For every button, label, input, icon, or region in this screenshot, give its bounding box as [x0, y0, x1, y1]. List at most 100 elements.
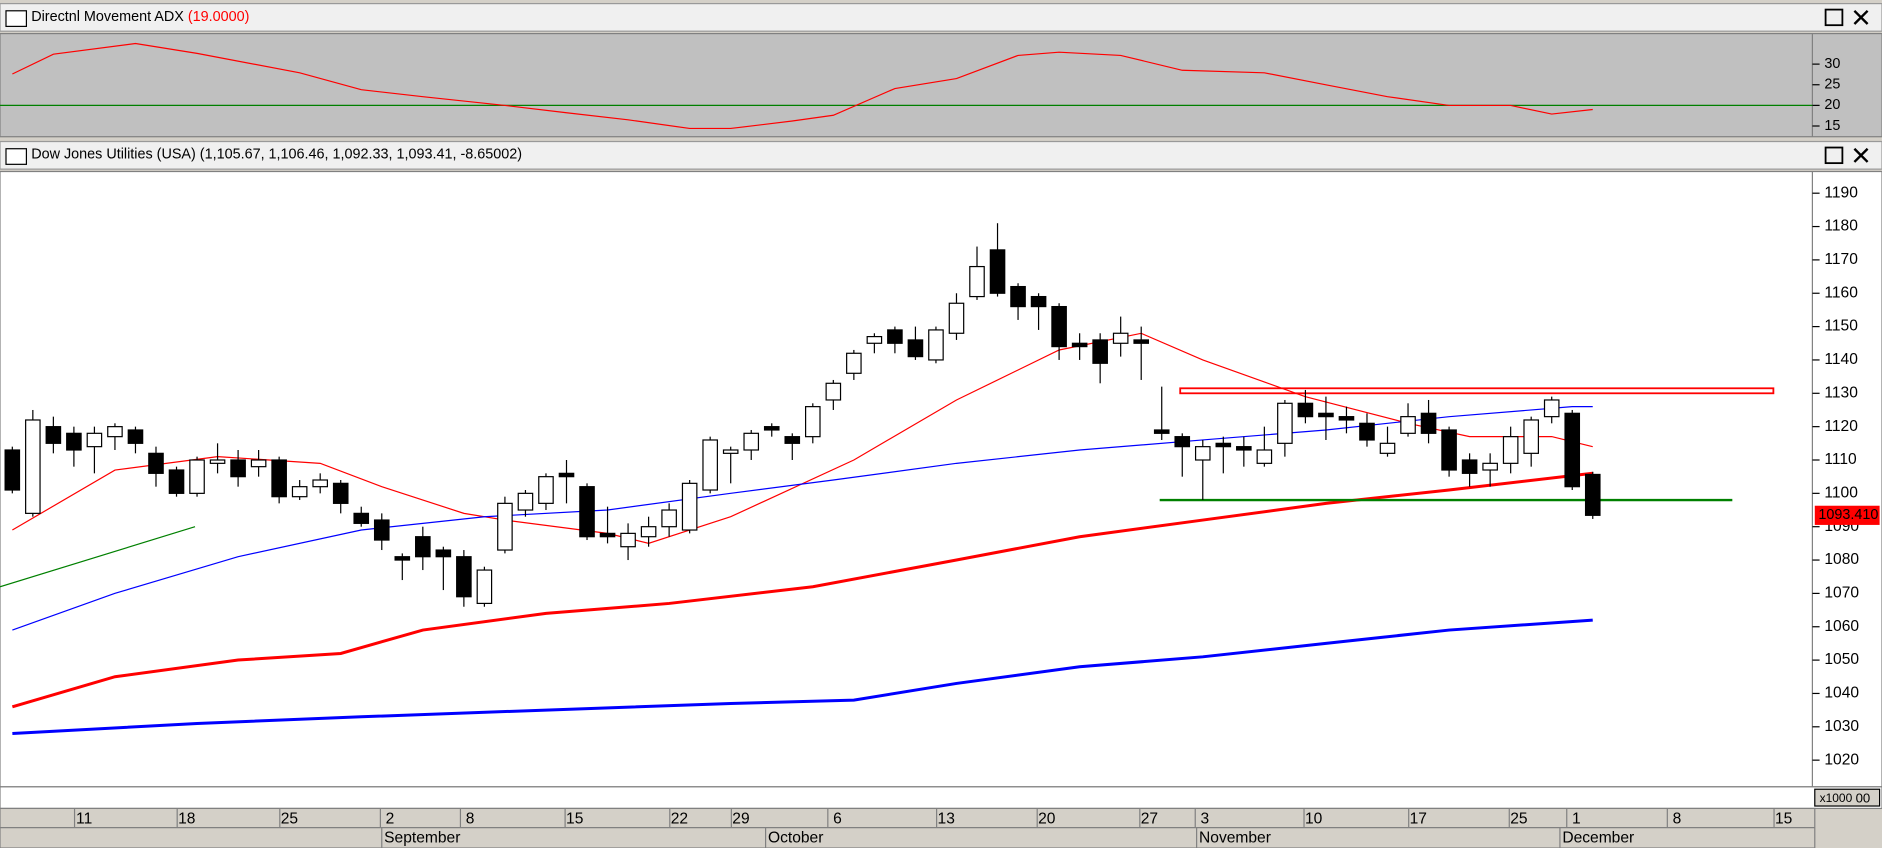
y-tick-label: 1070 — [1824, 585, 1859, 602]
candle-body — [1051, 305, 1067, 348]
title-text: Directnl Movement ADX — [31, 9, 184, 25]
x-tick-label: 13 — [938, 810, 955, 827]
candle-body — [1461, 459, 1478, 474]
y-tick-label: 1140 — [1824, 351, 1858, 368]
month-label: December — [1562, 830, 1634, 847]
candle-body — [640, 526, 657, 538]
candle-body — [1236, 446, 1252, 451]
volume-axis-box — [1814, 788, 1881, 807]
candle-body — [866, 336, 883, 344]
last-price-label: 1093.410 — [1818, 507, 1878, 523]
candle-body — [989, 249, 1006, 294]
candle-body — [476, 569, 493, 605]
candle-body — [702, 439, 718, 491]
candle-body — [332, 482, 349, 504]
candle-body — [681, 482, 698, 531]
drawn-line — [0, 526, 196, 588]
maximize-button[interactable] — [1824, 8, 1844, 27]
candle-body — [1010, 285, 1026, 308]
y-tick-label: 30 — [1824, 56, 1840, 72]
candle-body — [45, 426, 62, 444]
window-icon — [5, 148, 28, 165]
candle-body — [415, 536, 431, 558]
candle-body — [763, 426, 780, 431]
candle-body — [1256, 449, 1273, 464]
candle-body — [1112, 332, 1129, 344]
candle-body — [1338, 416, 1355, 421]
candle-body — [887, 329, 903, 344]
candle-body — [373, 519, 390, 541]
candle-body — [25, 419, 41, 514]
candle-body — [1420, 412, 1437, 434]
title-bar — [0, 2, 1882, 32]
y-tick-label: 1080 — [1824, 551, 1859, 568]
y-tick-label: 1180 — [1824, 218, 1858, 235]
y-tick-label: 1040 — [1824, 685, 1859, 702]
adx-line — [12, 42, 1593, 130]
window-title: Dow Jones Utilities (USA) (1,105.67, 1,1… — [31, 147, 522, 163]
candle-body — [250, 459, 267, 468]
candle-body — [1194, 446, 1211, 461]
x-tick-label: 3 — [1200, 810, 1209, 827]
y-tick-label: 1060 — [1824, 618, 1859, 635]
candle-body — [1564, 412, 1581, 488]
x-tick-label: 22 — [671, 810, 688, 827]
last-price-box — [1814, 505, 1880, 525]
month-label: September — [384, 830, 460, 847]
volume-unit: x1000 — [1820, 791, 1853, 805]
candle-body — [435, 549, 452, 558]
candle-body — [1153, 429, 1170, 434]
candle-body — [271, 459, 287, 498]
candle-body — [1277, 402, 1293, 444]
x-tick-label: 27 — [1141, 810, 1158, 827]
candle-body — [107, 426, 123, 438]
candle-body — [1359, 422, 1375, 441]
candle-body — [291, 486, 308, 498]
candle-body — [4, 449, 21, 491]
candle-body — [743, 432, 760, 451]
candle-body — [1584, 473, 1601, 516]
close-button[interactable] — [1853, 9, 1869, 25]
y-tick-label: 25 — [1824, 77, 1840, 93]
maximize-button[interactable] — [1824, 146, 1844, 165]
x-tick-label: 8 — [466, 810, 475, 827]
candle-body — [805, 406, 821, 438]
candle-body — [86, 432, 103, 448]
x-tick-label: 11 — [76, 810, 92, 827]
x-tick-label: 8 — [1673, 810, 1682, 827]
candle-body — [1441, 429, 1457, 471]
candle-body — [456, 556, 472, 598]
y-tick-label: 1130 — [1824, 384, 1858, 401]
window-title: Directnl Movement ADX (19.0000) — [31, 9, 249, 25]
candle-body — [1030, 295, 1047, 308]
candle-body — [497, 502, 513, 551]
x-tick-label: 25 — [1510, 810, 1528, 827]
candle-body — [1523, 419, 1539, 454]
x-tick-label: 29 — [732, 810, 749, 827]
candle-body — [599, 532, 616, 538]
candle-body — [825, 382, 842, 401]
y-tick-label: 1100 — [1824, 484, 1858, 501]
close-button[interactable] — [1853, 147, 1869, 163]
candle-body — [722, 449, 739, 454]
title-bar — [0, 140, 1882, 170]
y-tick-label: 1160 — [1824, 284, 1858, 301]
candle-body — [948, 302, 965, 334]
x-tick-label: 15 — [566, 810, 584, 827]
x-tick-label: 18 — [178, 810, 195, 827]
month-label: November — [1199, 830, 1271, 847]
drawn-rectangle — [1179, 387, 1775, 395]
title-value: (19.0000) — [188, 9, 250, 25]
candle-body — [784, 436, 801, 444]
y-tick-label: 1030 — [1824, 718, 1859, 735]
candle-body — [1400, 416, 1416, 434]
candle-body — [846, 352, 862, 374]
candle-body — [1071, 342, 1088, 348]
candle-body — [66, 432, 82, 451]
candle-body — [230, 459, 246, 478]
candle-body — [394, 556, 411, 561]
candle-body — [661, 509, 677, 528]
moving-average — [12, 618, 1593, 735]
x-tick-label: 17 — [1410, 810, 1427, 827]
candle-body — [1318, 412, 1334, 418]
